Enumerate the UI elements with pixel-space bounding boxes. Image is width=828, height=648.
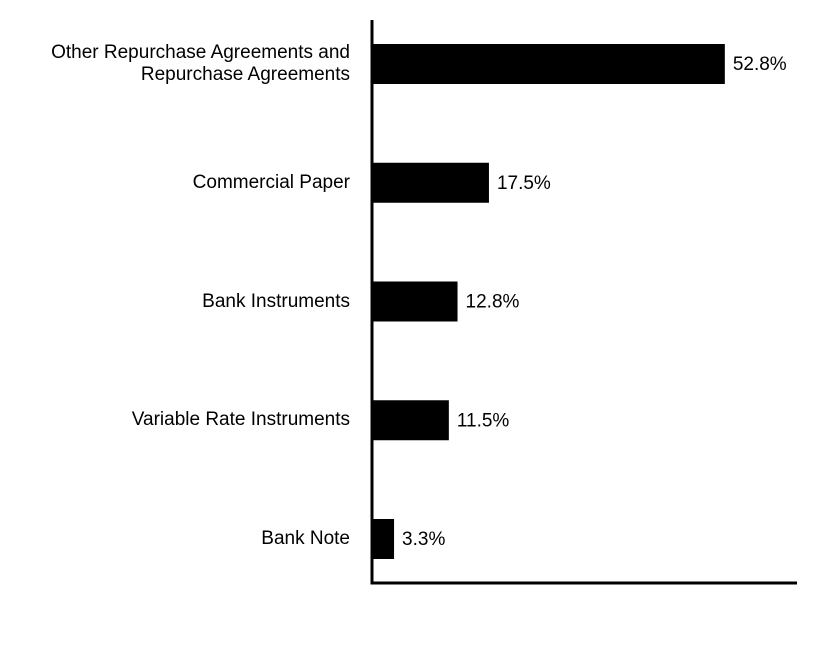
bar: [372, 400, 449, 441]
bar: [372, 44, 725, 84]
value-label: 11.5%: [457, 410, 510, 431]
category-label: Commercial Paper: [192, 171, 350, 193]
category-label: Other Repurchase Agreements and Repurcha…: [51, 42, 350, 85]
category-label: Bank Instruments: [202, 290, 350, 312]
category-label: Variable Rate Instruments: [131, 409, 350, 431]
value-label: 3.3%: [402, 529, 445, 550]
bar: [372, 281, 458, 322]
value-label: 17.5%: [497, 173, 551, 194]
category-label: Bank Note: [261, 528, 350, 549]
bar: [372, 519, 395, 559]
value-label: 12.8%: [466, 292, 520, 313]
value-label: 52.8%: [733, 54, 787, 75]
bar: [372, 162, 489, 203]
